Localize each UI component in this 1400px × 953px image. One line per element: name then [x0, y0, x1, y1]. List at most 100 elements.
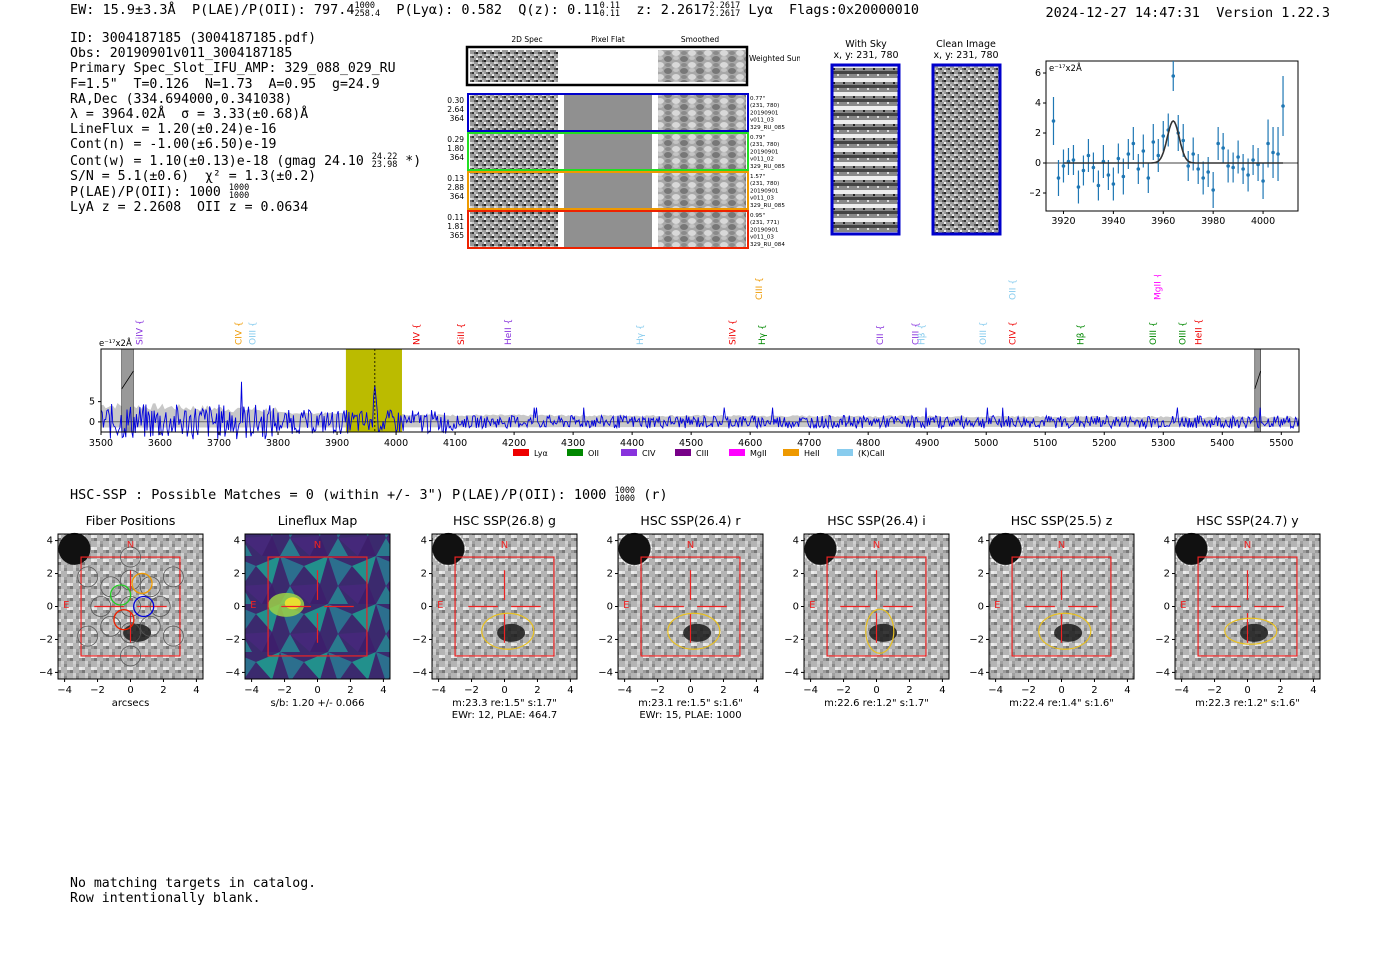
hsc-panel-title: HSC SSP(26.8) g	[453, 513, 556, 528]
fiber-2	[109, 584, 132, 606]
spec-flux-line	[100, 381, 1300, 440]
zoom-point	[1196, 167, 1200, 171]
row3-right-4: 329_RU_084	[750, 242, 785, 248]
hsc-panel-caption: s/b: 1.20 +/- 0.066	[270, 698, 364, 709]
zoom-frame	[1045, 60, 1299, 212]
row3-2dspec	[470, 212, 558, 247]
row2-left-1: 2.88	[447, 183, 464, 192]
spec-xtick-label: 4100	[443, 438, 467, 449]
target-galaxy	[1240, 623, 1269, 642]
hsc-xtick-label: 4	[1310, 685, 1316, 696]
row3-right-1: (231, 771)	[750, 220, 779, 226]
hsc-panel-4: HSC SSP(26.4) i N E −4 −4 −2 −2 0 0 2 2 4 4 m:22.6 re…	[784, 513, 950, 709]
hsc-ytick-label: −4	[40, 667, 53, 678]
hsc-ytick-label: 0	[47, 602, 53, 613]
spec-ytick-label: 5	[89, 397, 95, 408]
hsc-xtick-label: 0	[1244, 685, 1250, 696]
compass-n: N	[1058, 540, 1065, 551]
hsc-ytick-label: −4	[598, 667, 613, 678]
spec-xtick-label: 3600	[148, 438, 172, 449]
zoom-point	[1236, 155, 1240, 159]
hsc-ytick-label: −4	[969, 667, 984, 678]
zoom-point	[1051, 119, 1056, 123]
hsc-ytick-label: 4	[234, 536, 240, 547]
hsc-panel-title: HSC SSP(26.4) i	[827, 513, 925, 528]
row0-left-0: 0.30	[447, 96, 464, 105]
spec-xtick-label: 4200	[502, 438, 526, 449]
hsc-xtick-label: −2	[464, 685, 479, 696]
spec-line-label: CIV {	[1009, 321, 1019, 345]
compass-n: N	[314, 540, 321, 551]
footer-line1: No matching targets in catalog.	[70, 876, 317, 891]
fiber-4	[113, 609, 135, 631]
hsc-ytick-label: 2	[1164, 569, 1170, 580]
hsc-ytick-label: −2	[40, 634, 53, 645]
aperture-box	[454, 556, 555, 657]
compass-e: E	[809, 600, 815, 611]
row0-pixelflat	[564, 95, 652, 130]
hsc-panel-5: HSC SSP(25.5) z N E −4 −4 −2 −2 0 0 2 2 4 4 m:22.4 re…	[969, 513, 1135, 709]
legend-label: CIV	[642, 449, 656, 458]
zoom-point	[1171, 74, 1176, 78]
hsc-xtick-label: −4	[803, 685, 818, 696]
full-spectrum-chart: 3500 3600 3700 3800 3900 4000 4100 4200 4300 4400…	[89, 275, 1300, 458]
spec-ytick-label: 0	[89, 417, 95, 428]
zoom-xtick-label: 3920	[1051, 216, 1075, 227]
zoom-ytick-label: 6	[1035, 68, 1041, 79]
zoom-point	[1226, 164, 1230, 168]
hsc-ytick-label: 0	[978, 602, 984, 613]
zoom-point	[1061, 164, 1066, 168]
zoom-ytick-label: 0	[1035, 158, 1041, 169]
hsc-xtick-label: 0	[501, 685, 507, 696]
zoom-point	[1126, 152, 1131, 156]
zoom-point	[1076, 185, 1081, 189]
row3-smoothed	[658, 212, 746, 247]
spec-line-label: OIII {	[979, 321, 989, 345]
spec-line-label: CII {	[876, 325, 886, 345]
row1-right-1: (231, 780)	[750, 142, 779, 148]
z-label: z: 2.2617	[636, 2, 710, 18]
hsc-title-end: (r)	[643, 487, 668, 503]
hsc-xtick-label: −4	[617, 685, 632, 696]
zoom-point	[1136, 167, 1141, 171]
hsc-panel-caption: m:22.4 re:1.4" s:1.6"	[1009, 698, 1114, 709]
hsc-ytick-label: 4	[1164, 536, 1170, 547]
legend-label: MgII	[750, 449, 767, 458]
qz-range: 0.11 0.11	[599, 1, 621, 19]
row0-smoothed	[658, 95, 746, 130]
hsc-panel-frame	[244, 533, 391, 680]
legend-label: HeII	[804, 449, 820, 458]
legend-swatch	[513, 449, 529, 456]
hsc-panel-1: Lineflux Map N E −4 −4 −2 −2 0 0 2 2 4 4 s/b: 1.20 +/…	[225, 513, 391, 709]
spec-xtick-label: 3900	[325, 438, 349, 449]
galaxy-ellipse	[1038, 612, 1092, 650]
row2-right-4: 329_RU_085	[750, 203, 785, 209]
zoom-point	[1271, 150, 1275, 155]
galaxy-ellipse	[1224, 617, 1278, 645]
z-range: 2.2617 2.2617	[709, 1, 741, 19]
zoom-point	[1086, 153, 1091, 158]
with-sky-title: With Sky	[845, 39, 887, 50]
row0-right-3: v011_03	[750, 118, 774, 124]
row3-right-2: 20190901	[750, 227, 779, 233]
hsc-ytick-label: 0	[793, 602, 799, 613]
spec-line-label: MgII {	[1153, 275, 1163, 300]
zoom-fit-curve	[1063, 120, 1283, 164]
hsc-ytick-label: 0	[234, 602, 240, 613]
hsc-xtick-label: 0	[873, 685, 879, 696]
fiber-circle	[100, 615, 122, 637]
zoom-point	[1096, 183, 1101, 188]
fiber-circle	[139, 615, 161, 637]
row0-right-0: 0.77"	[750, 96, 765, 102]
info-sn: S/N = 5.1(±0.6) χ² = 1.3(±0.2)	[70, 168, 317, 184]
bright-star	[1175, 532, 1208, 565]
spec-xtick-label: 4900	[915, 438, 939, 449]
spec-xtick-label: 5300	[1151, 438, 1175, 449]
row3-left-0: 0.11	[447, 213, 464, 222]
hsc-panel-frame	[57, 533, 204, 680]
zoom-ytick-label: 2	[1035, 128, 1041, 139]
sky-panel: With Sky x, y: 231, 780 Clean Image x, y…	[830, 39, 1002, 236]
hsc-ytick-label: 0	[607, 602, 613, 613]
zoom-point	[1131, 141, 1136, 146]
hsc-panel-frame	[617, 533, 764, 680]
